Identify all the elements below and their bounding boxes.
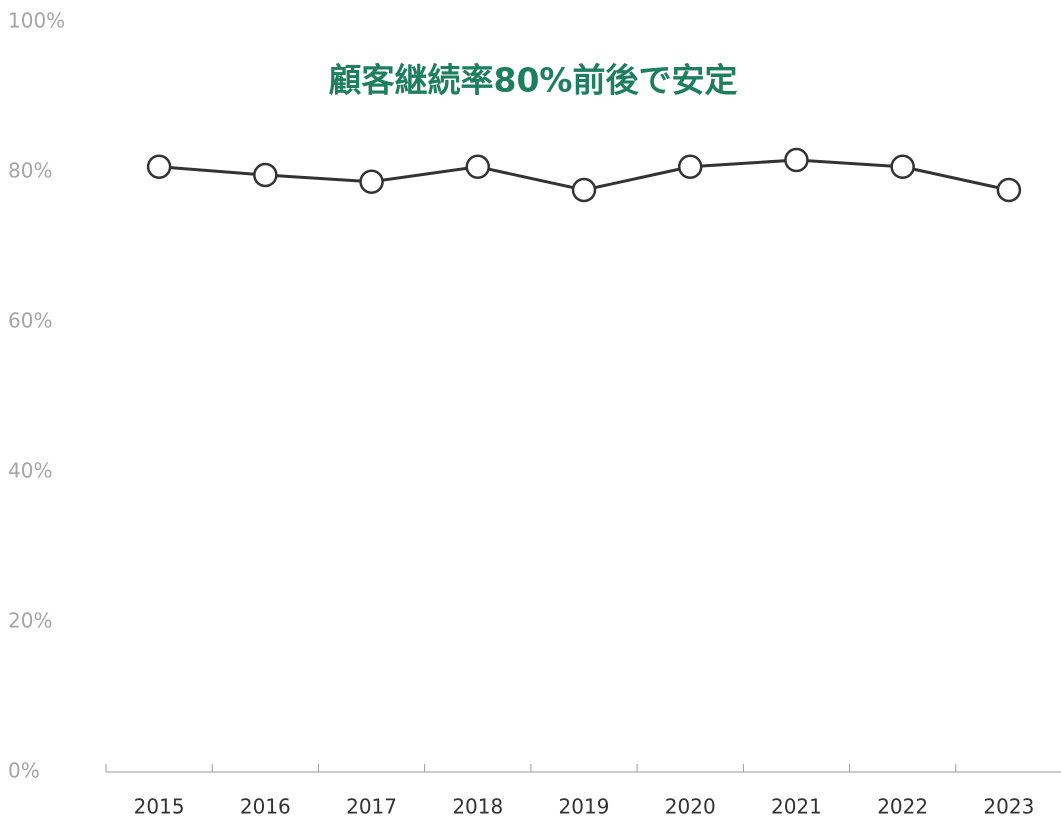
marker bbox=[677, 154, 703, 179]
y-tick-label: 100% bbox=[8, 9, 65, 33]
y-tick-label: 0% bbox=[8, 759, 40, 783]
y-tick-label: 20% bbox=[8, 609, 52, 633]
x-tick-label: 2018 bbox=[452, 795, 503, 819]
x-tick-label: 2015 bbox=[134, 795, 185, 819]
marker bbox=[146, 154, 172, 179]
marker bbox=[253, 162, 278, 188]
marker bbox=[890, 154, 915, 179]
x-tick-label: 2019 bbox=[559, 795, 610, 819]
x-tick-label: 2023 bbox=[983, 795, 1034, 819]
marker bbox=[784, 147, 809, 173]
x-tick-label: 2017 bbox=[346, 795, 397, 819]
marker bbox=[996, 177, 1022, 203]
x-tick-label: 2022 bbox=[877, 795, 928, 819]
y-tick-label: 40% bbox=[8, 459, 52, 483]
chart-title: 顧客継続率80%前後で安定 bbox=[329, 61, 738, 100]
x-tick-label: 2020 bbox=[665, 795, 716, 819]
marker bbox=[465, 154, 491, 179]
x-tick-label: 2016 bbox=[240, 795, 291, 819]
marker bbox=[571, 177, 597, 203]
marker bbox=[359, 169, 384, 194]
y-tick-label: 80% bbox=[8, 159, 52, 183]
x-tick-label: 2021 bbox=[771, 795, 822, 819]
y-tick-label: 60% bbox=[8, 309, 52, 333]
